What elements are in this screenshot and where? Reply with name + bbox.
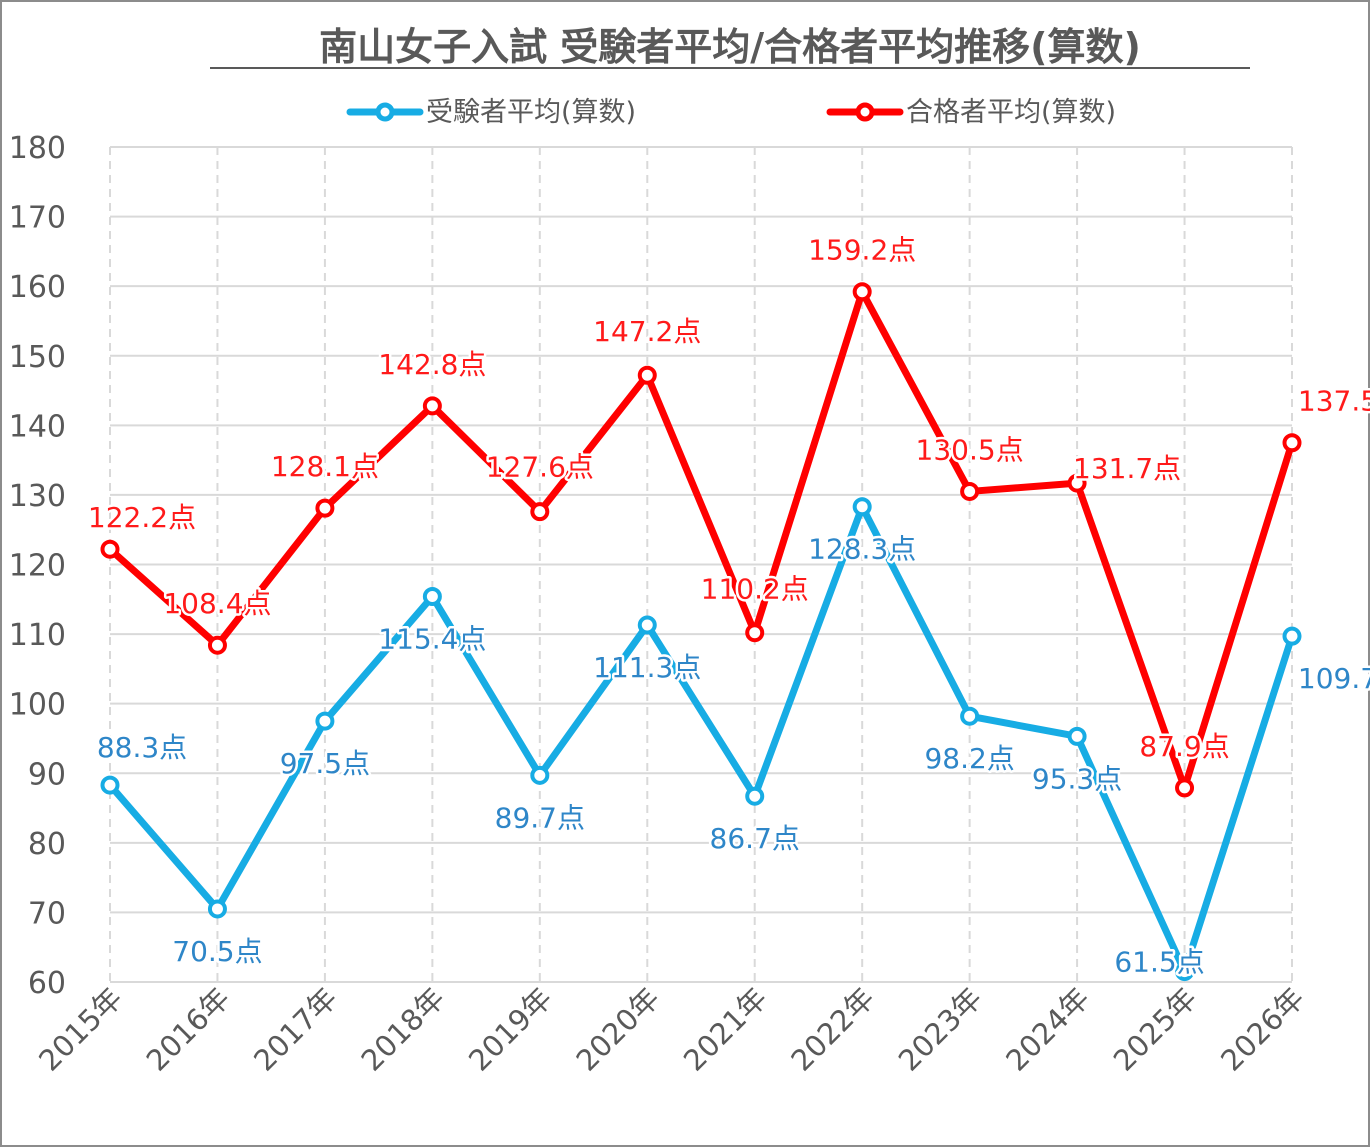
data-label: 89.7点 [495,801,585,834]
data-label: 61.5点 [1114,946,1204,979]
y-tick-label: 160 [9,270,66,305]
data-labels: 88.3点 70.5点 97.5点 115.4点 89.7点 111.3点 86.7点 128… [85,231,1370,981]
x-tick-label: 2019年 [462,981,559,1078]
data-label: 147.2点 [593,315,701,348]
data-point [422,396,442,416]
x-tick-label: 2026年 [1214,981,1311,1078]
x-tick-label: 2025年 [1107,981,1204,1078]
x-tick-label: 2020年 [569,981,666,1078]
data-point [1282,433,1302,453]
legend-marker-icon [855,102,875,122]
y-tick-label: 70 [28,896,66,931]
data-label: 98.2点 [924,742,1014,775]
data-point [1175,962,1195,982]
y-tick-label: 60 [28,966,66,1001]
data-point [422,587,442,607]
data-point [315,498,335,518]
data-point [637,365,657,385]
x-tick-label: 2023年 [892,981,989,1078]
data-label: 70.5点 [172,935,262,968]
data-point [960,706,980,726]
series-line [107,288,1296,792]
y-tick-label: 110 [9,618,66,653]
data-label: 97.5点 [280,747,370,780]
data-point [1282,626,1302,646]
x-tick-label: 2022年 [784,981,881,1078]
data-label: 142.8点 [378,348,486,381]
data-label: 159.2点 [808,234,916,267]
data-point [852,282,872,302]
data-point [745,786,765,806]
series [100,282,1302,982]
grid [109,146,1293,983]
data-point [1175,778,1195,798]
x-tick-label: 2016年 [140,981,237,1078]
legend-label: 受験者平均(算数) [426,97,636,128]
legend-label: 合格者平均(算数) [906,97,1116,128]
data-point [100,775,120,795]
data-label: 131.7点 [1073,452,1181,485]
data-label: 108.4点 [163,587,271,620]
data-point [745,623,765,643]
data-label: 95.3点 [1032,762,1122,795]
data-label: 115.4点 [378,623,486,656]
data-label: 111.3点 [593,651,701,684]
y-tick-label: 100 [9,688,66,723]
data-point [315,711,335,731]
data-point [207,899,227,919]
data-point [1067,726,1087,746]
data-label: 86.7点 [710,822,800,855]
data-point [100,539,120,559]
series-line [107,503,1296,976]
y-tick-label: 80 [28,827,66,862]
x-tick-label: 2024年 [999,981,1096,1078]
y-tick-label: 130 [9,479,66,514]
legend-item[interactable]: 受験者平均(算数) [346,97,636,128]
y-tick-label: 120 [9,549,66,584]
data-label: 88.3点 [97,731,187,764]
data-label: 87.9点 [1139,730,1229,763]
y-tick-label: 90 [28,757,66,792]
x-tick-label: 2021年 [677,981,774,1078]
data-label: 110.2点 [701,573,809,606]
legend: 受験者平均(算数) 合格者平均(算数) [346,97,1116,128]
y-tick-label: 180 [9,131,66,166]
y-tick-label: 170 [9,201,66,236]
data-point [207,635,227,655]
data-point [1067,473,1087,493]
data-label: 128.3点 [808,533,916,566]
data-point [852,497,872,517]
data-point [637,615,657,635]
legend-marker-icon [375,102,395,122]
data-label: 130.5点 [916,433,1024,466]
data-label: 122.2点 [88,501,196,534]
legend-item[interactable]: 合格者平均(算数) [826,97,1116,128]
data-point [530,765,550,785]
y-tick-label: 140 [9,409,66,444]
x-tick-label: 2018年 [355,981,452,1078]
data-label: 128.1点 [271,450,379,483]
x-tick-label: 2017年 [247,981,344,1078]
data-label: 109.7点 [1298,662,1370,695]
data-label: 127.6点 [486,451,594,484]
y-tick-label: 150 [9,340,66,375]
data-point [530,502,550,522]
data-label: 137.5点 [1298,385,1370,418]
data-point [960,481,980,501]
chart-title: 南山女子入試 受験者平均/合格者平均推移(算数) [319,25,1141,69]
